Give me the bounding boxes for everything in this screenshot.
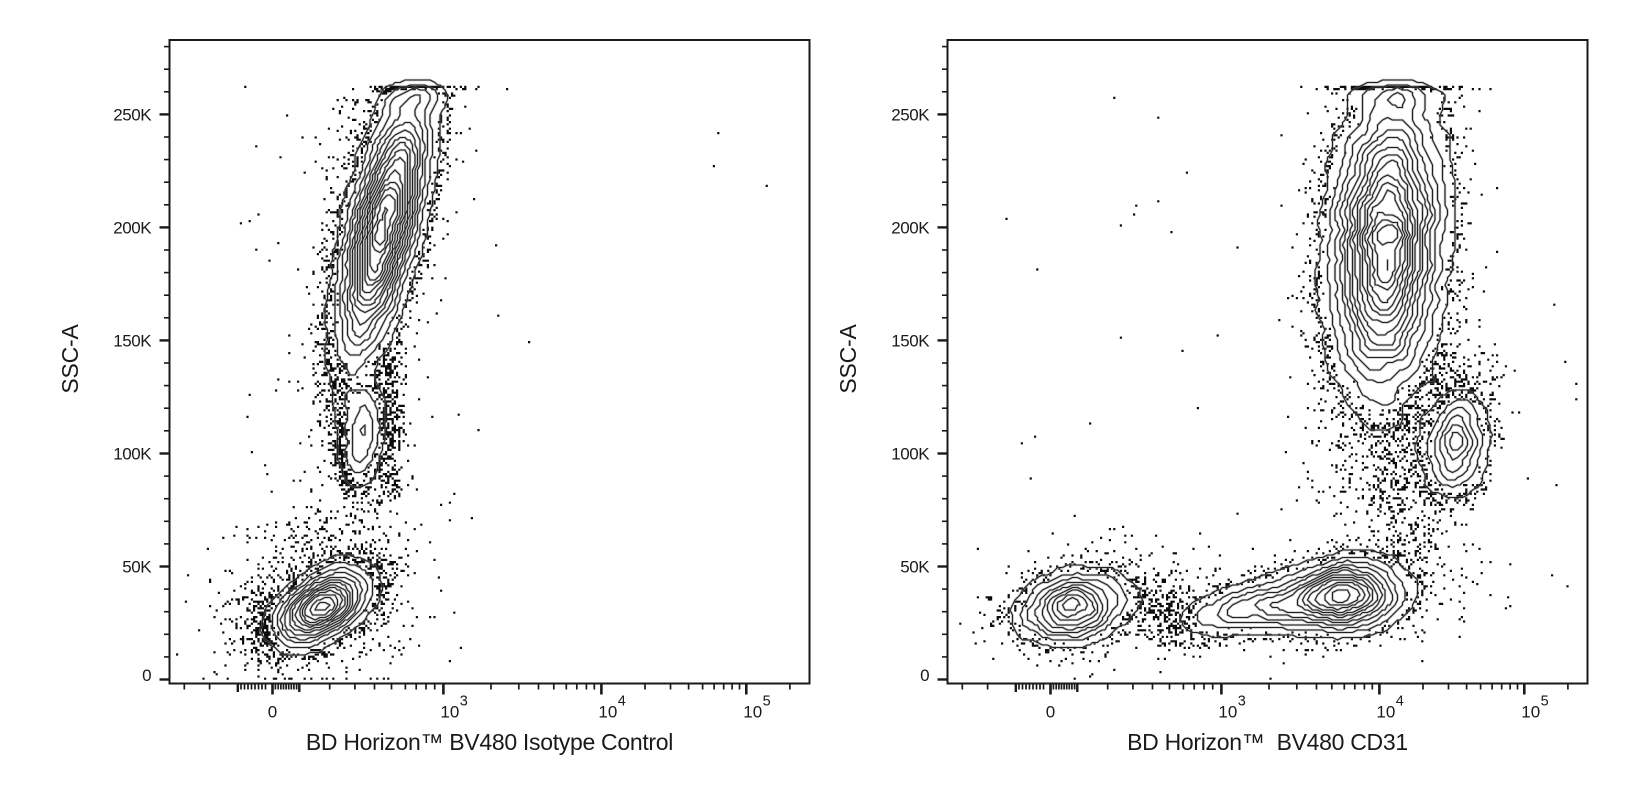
svg-text:SSC-A: SSC-A [835, 323, 861, 393]
svg-text:10: 10 [1376, 703, 1395, 722]
svg-text:50K: 50K [900, 558, 930, 577]
svg-text:3: 3 [1238, 694, 1246, 710]
svg-text:200K: 200K [113, 218, 152, 237]
svg-text:50K: 50K [122, 558, 152, 577]
svg-text:150K: 150K [113, 331, 152, 350]
svg-text:200K: 200K [891, 218, 930, 237]
svg-text:10: 10 [598, 703, 617, 722]
svg-text:250K: 250K [113, 105, 152, 124]
svg-text:BD Horizon™ BV480 Isotype Cont: BD Horizon™ BV480 Isotype Control [306, 729, 673, 755]
svg-text:10: 10 [440, 703, 459, 722]
svg-text:3: 3 [460, 694, 468, 710]
svg-text:100K: 100K [891, 445, 930, 464]
svg-text:100K: 100K [113, 445, 152, 464]
svg-text:5: 5 [763, 694, 771, 710]
svg-text:250K: 250K [891, 105, 930, 124]
svg-text:10: 10 [1521, 703, 1540, 722]
svg-text:0: 0 [142, 666, 151, 685]
svg-text:SSC-A: SSC-A [57, 323, 83, 393]
svg-text:4: 4 [618, 694, 626, 710]
svg-text:5: 5 [1541, 694, 1549, 710]
svg-text:10: 10 [1218, 703, 1237, 722]
svg-text:0: 0 [268, 703, 277, 722]
svg-text:150K: 150K [891, 331, 930, 350]
svg-text:10: 10 [743, 703, 762, 722]
svg-text:BD Horizon™ BV480 CD31: BD Horizon™ BV480 CD31 [1127, 729, 1408, 755]
svg-text:4: 4 [1396, 694, 1404, 710]
svg-text:0: 0 [920, 666, 929, 685]
svg-text:0: 0 [1046, 703, 1055, 722]
